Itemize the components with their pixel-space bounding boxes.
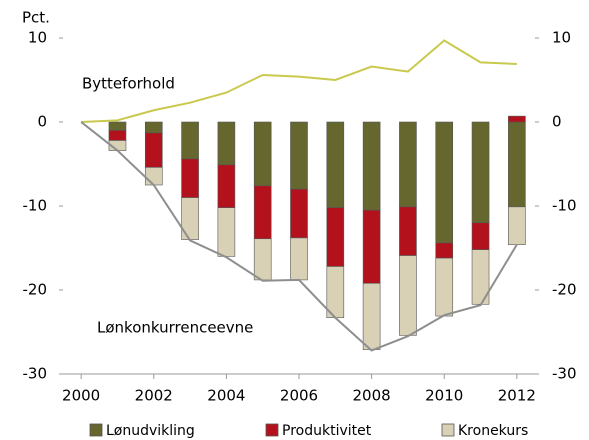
bar	[253, 238, 272, 281]
bar	[108, 121, 127, 131]
bar	[181, 158, 199, 198]
bar	[253, 121, 272, 187]
legend-swatch	[265, 423, 279, 437]
bar	[253, 185, 272, 240]
bar	[144, 167, 163, 186]
bar	[326, 207, 345, 267]
x-tick-label: 2000	[62, 387, 100, 405]
bar	[399, 206, 417, 256]
legend-label: Lønudvikling	[106, 423, 195, 439]
y2-tick-label: -30	[552, 365, 577, 383]
y-tick-label: 0	[37, 113, 47, 131]
bar	[508, 206, 526, 245]
legend-label: Kronekurs	[458, 423, 528, 439]
bar	[326, 266, 345, 319]
x-tick-label: 2002	[135, 387, 173, 405]
x-tick-label: 2004	[207, 387, 245, 405]
bar	[144, 121, 163, 134]
bar	[290, 237, 308, 281]
line	[80, 121, 518, 352]
bar	[217, 164, 236, 208]
bar	[399, 121, 417, 208]
bar	[217, 207, 236, 257]
bar	[508, 121, 526, 208]
bar	[508, 115, 526, 123]
bar	[217, 121, 236, 166]
y-tick-label: -30	[23, 365, 48, 383]
line-annotation: Bytteforhold	[82, 75, 175, 93]
x-tick-label: 2012	[498, 387, 536, 405]
bar	[181, 121, 199, 160]
bar	[181, 197, 199, 240]
y-tick-label: -20	[23, 281, 48, 299]
bar	[144, 132, 163, 168]
legend-swatch	[441, 423, 455, 437]
y2-tick-label: -20	[552, 281, 577, 299]
bar	[435, 121, 454, 244]
x-tick-label: 2006	[280, 387, 318, 405]
bar	[435, 257, 454, 317]
x-tick-label: 2010	[425, 387, 463, 405]
bar	[290, 121, 308, 190]
line-annotation: Lønkonkurrenceevne	[97, 319, 253, 337]
y-tick-label: -10	[23, 197, 48, 215]
legend-swatch	[89, 423, 103, 437]
y-tick-label: 10	[28, 29, 47, 47]
bar	[326, 121, 345, 208]
x-tick-label: 2008	[353, 387, 391, 405]
y2-tick-label: 10	[552, 29, 571, 47]
y2-tick-label: -10	[552, 197, 577, 215]
bar	[290, 188, 308, 239]
bar	[362, 209, 381, 284]
bar	[471, 222, 490, 250]
bar	[399, 255, 417, 336]
bar	[362, 121, 381, 211]
bar	[108, 130, 127, 141]
line	[81, 39, 517, 123]
legend-label: Produktivitet	[282, 423, 372, 439]
bar	[362, 282, 381, 350]
y2-tick-label: 0	[552, 113, 562, 131]
bar	[435, 242, 454, 259]
bar	[471, 121, 490, 224]
unit-label: Pct.	[22, 9, 50, 27]
